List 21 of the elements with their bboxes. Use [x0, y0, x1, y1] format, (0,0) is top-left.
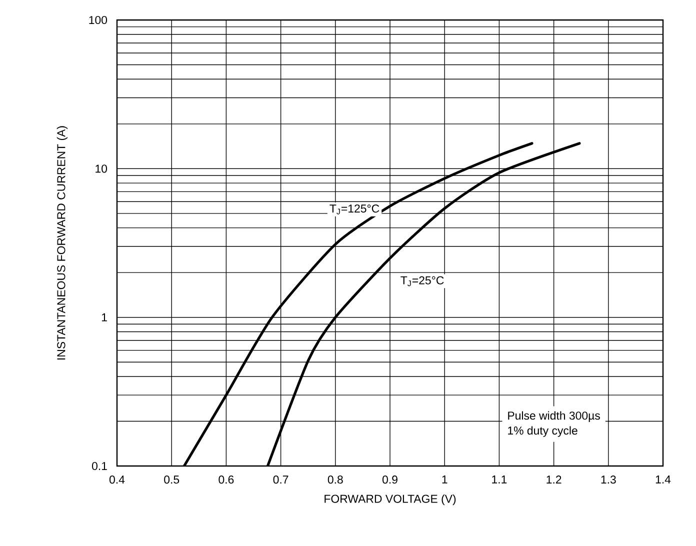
y-tick-label: 1	[102, 313, 107, 322]
x-tick-label: 0.9	[382, 476, 398, 484]
x-tick-label: 1.1	[492, 476, 507, 484]
y-tick-label: 0.1	[92, 462, 107, 470]
x-tick-label: 0.7	[273, 476, 288, 484]
annotation: Pulse width 300µs	[508, 411, 600, 422]
x-tick-label: 1.3	[601, 476, 616, 484]
x-tick-label: 1	[442, 476, 448, 484]
x-tick-label: 0.6	[218, 476, 234, 484]
x-tick-label: 1.2	[546, 476, 562, 484]
series-label: T$_{J}$=25°C	[400, 276, 444, 286]
y-tick-label: 100	[89, 16, 108, 24]
x-axis-title: FORWARD VOLTAGE (V)	[324, 494, 456, 506]
x-tick-label: 0.4	[109, 476, 125, 484]
x-tick-label: 0.5	[164, 476, 180, 484]
x-tick-label: 0.8	[328, 476, 343, 484]
annotation: 1% duty cycle	[508, 426, 578, 437]
series-label: T$_{J}$=125°C	[330, 204, 380, 214]
y-axis-title: INSTANTANEOUS FORWARD CURRENT (A)	[56, 126, 68, 360]
x-tick-label: 1.4	[656, 476, 671, 484]
y-tick-label: 10	[96, 164, 108, 173]
